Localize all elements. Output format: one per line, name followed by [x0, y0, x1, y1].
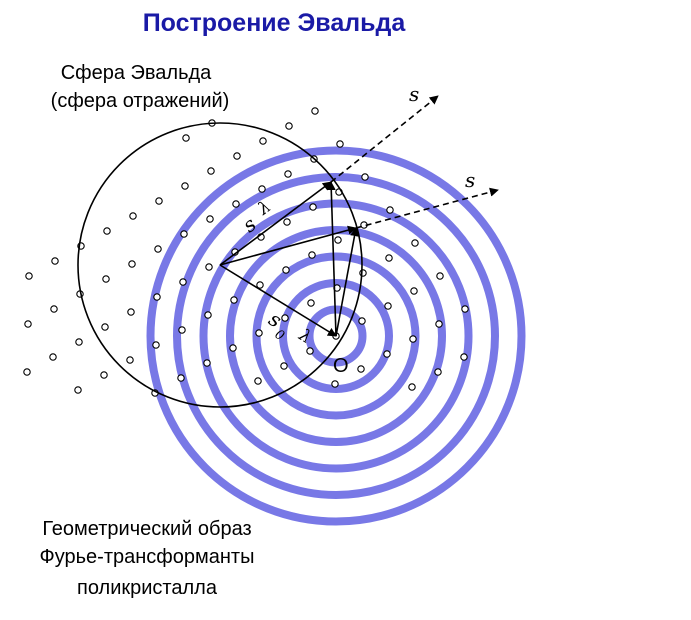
diagram-title: Построение Эвальда — [143, 9, 407, 37]
lattice-point — [75, 338, 83, 346]
lattice-point — [49, 353, 57, 361]
lattice-point — [232, 200, 240, 208]
lattice-point — [101, 323, 109, 331]
powder-ring — [252, 252, 420, 420]
lattice-point — [383, 350, 391, 358]
lattice-point — [154, 245, 162, 253]
lattice-point — [25, 272, 33, 280]
s-label-upper: s — [409, 82, 419, 106]
lattice-point — [50, 305, 58, 313]
lattice-point — [178, 326, 186, 334]
lattice-point — [230, 296, 238, 304]
s-label-vector: s — [238, 212, 260, 237]
lattice-point — [461, 305, 469, 313]
powder-label-line1: Геометрический образ — [42, 518, 251, 540]
lattice-point — [410, 287, 418, 295]
lattice-point — [408, 383, 416, 391]
lattice-point — [152, 341, 160, 349]
powder-ring — [226, 226, 446, 446]
lattice-point — [153, 293, 161, 301]
powder-label-line3: поликристалла — [77, 577, 218, 599]
lattice-point — [155, 197, 163, 205]
lattice-point — [182, 134, 190, 142]
lattice-point — [177, 374, 185, 382]
powder-label-line2: Фурье-трансформанты — [40, 546, 255, 568]
lattice-point — [357, 365, 365, 373]
lattice-point — [103, 227, 111, 235]
s0-vector — [219, 264, 337, 337]
lattice-point — [460, 353, 468, 361]
lattice-point — [331, 380, 339, 388]
s-direction-lower — [355, 187, 499, 229]
lattice-point — [180, 230, 188, 238]
lattice-point — [229, 344, 237, 352]
lattice-point — [334, 236, 342, 244]
lattice-point — [434, 368, 442, 376]
vectors — [219, 95, 499, 337]
lattice-point — [280, 362, 288, 370]
lattice-point — [285, 122, 293, 130]
lattice-point — [411, 239, 419, 247]
lattice-point — [129, 212, 137, 220]
lattice-point — [306, 347, 314, 355]
lattice-point — [204, 311, 212, 319]
lattice-point — [358, 317, 366, 325]
powder-ring — [146, 146, 526, 526]
lattice-point — [254, 377, 262, 385]
lattice-point — [309, 203, 317, 211]
lattice-point — [258, 185, 266, 193]
lattice-point — [284, 170, 292, 178]
lattice-point — [384, 302, 392, 310]
lattice-point — [256, 281, 264, 289]
scattering-vector-lower — [335, 227, 359, 337]
lattice-point — [259, 137, 267, 145]
lattice-point — [361, 173, 369, 181]
lattice-point — [179, 278, 187, 286]
lattice-point — [308, 251, 316, 259]
lattice-point — [127, 308, 135, 316]
lattice-point — [307, 299, 315, 307]
lattice-point — [24, 320, 32, 328]
lattice-point — [126, 356, 134, 364]
lattice-point — [233, 152, 241, 160]
lattice-point — [436, 272, 444, 280]
lattice-point — [409, 335, 417, 343]
lattice-point — [205, 263, 213, 271]
powder-ring — [279, 279, 393, 393]
lattice-point — [311, 107, 319, 115]
lattice-point — [359, 269, 367, 277]
origin-label: O — [333, 355, 349, 377]
lattice-point — [100, 371, 108, 379]
lattice-point — [282, 266, 290, 274]
lattice-point — [206, 215, 214, 223]
lattice-point — [386, 206, 394, 214]
lattice-point — [181, 182, 189, 190]
lattice-point — [74, 386, 82, 394]
lattice-point — [207, 167, 215, 175]
lattice-point — [336, 140, 344, 148]
powder-ring — [199, 199, 473, 473]
s-label-lower: s — [465, 168, 475, 192]
powder-ring — [173, 173, 499, 499]
powder-ring — [305, 305, 367, 367]
ewald-sphere — [77, 122, 363, 408]
lattice-point — [203, 359, 211, 367]
lattice-point — [435, 320, 443, 328]
lattice-point — [128, 260, 136, 268]
lattice-point — [255, 329, 263, 337]
s-vector-upper — [219, 181, 332, 266]
lattice-point — [51, 257, 59, 265]
lattice-point — [102, 275, 110, 283]
lattice-point — [385, 254, 393, 262]
scattering-vector-upper — [326, 181, 337, 337]
lattice-point — [281, 314, 289, 322]
s-direction-upper — [330, 95, 439, 183]
ewald-sphere-label-line2: (сфера отражений) — [51, 90, 230, 112]
lattice-point — [283, 218, 291, 226]
ewald-sphere-label-line1: Сфера Эвальда — [61, 62, 212, 84]
lattice-point — [23, 368, 31, 376]
powder-rings — [146, 146, 526, 526]
